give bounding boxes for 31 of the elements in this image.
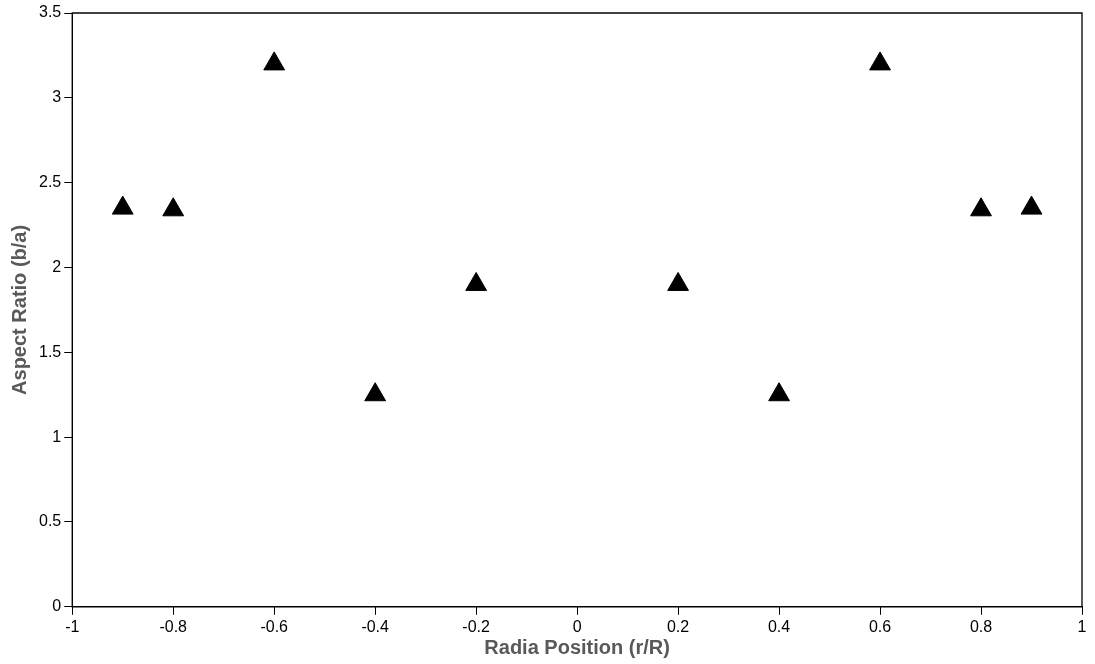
x-tick-label: 0.6 [868,617,892,635]
y-tick-label: 1 [52,427,62,445]
x-tick-label: 0.8 [969,617,993,635]
point [768,382,790,402]
point [970,197,992,217]
y-tick-label: 3.5 [38,3,62,21]
point [364,382,387,402]
x-axis-title: Radia Position (r/R) [484,635,670,658]
point [162,197,185,217]
x-tick-label: -0.6 [260,617,289,635]
point [1020,195,1043,215]
y-tick-label: 0.5 [38,512,62,530]
y-axis-title: Aspect Ratio (b/a) [7,224,30,395]
x-tick-label: -1 [65,617,80,635]
x-tick-label: 1 [1077,617,1087,635]
x-tick-label: 0.4 [767,617,791,635]
point [667,271,689,291]
point [263,51,286,71]
y-tick-label: 0 [52,597,62,615]
point [111,195,134,215]
y-tick-label: 2 [52,257,62,275]
x-tick-label: -0.8 [159,617,188,635]
x-tick-label: -0.4 [361,617,390,635]
y-tick-label: 1.5 [38,342,62,360]
x-tick-label: 0 [572,617,582,635]
point [465,271,488,291]
y-tick-label: 2.5 [38,173,62,191]
x-tick-label: 0.2 [666,617,690,635]
point [869,51,891,71]
x-tick-label: -0.2 [462,617,491,635]
y-tick-label: 3 [52,88,62,106]
